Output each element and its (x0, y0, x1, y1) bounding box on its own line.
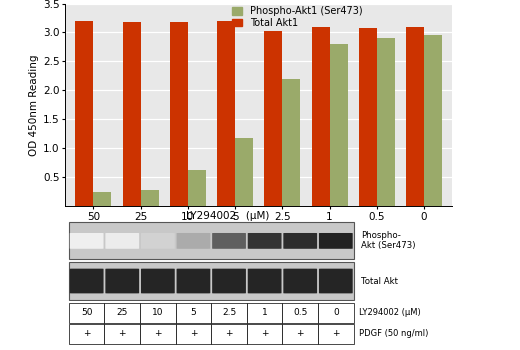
FancyBboxPatch shape (106, 269, 139, 293)
FancyBboxPatch shape (106, 233, 139, 249)
Text: 5: 5 (190, 308, 197, 317)
Text: Phospho-
Akt (Ser473): Phospho- Akt (Ser473) (361, 231, 416, 250)
FancyBboxPatch shape (141, 269, 175, 293)
Bar (140, 190, 159, 206)
FancyBboxPatch shape (247, 324, 282, 344)
FancyBboxPatch shape (177, 233, 210, 249)
Bar (359, 28, 377, 206)
FancyBboxPatch shape (176, 303, 211, 323)
Bar (75, 21, 94, 206)
FancyBboxPatch shape (248, 269, 281, 293)
Bar (264, 31, 282, 206)
FancyBboxPatch shape (283, 269, 317, 293)
FancyBboxPatch shape (212, 269, 246, 293)
Bar (235, 138, 253, 206)
FancyBboxPatch shape (105, 303, 140, 323)
FancyBboxPatch shape (105, 324, 140, 344)
Bar (424, 35, 442, 206)
Text: +: + (83, 329, 90, 338)
Text: +: + (154, 329, 162, 338)
FancyBboxPatch shape (176, 324, 211, 344)
FancyBboxPatch shape (318, 324, 354, 344)
Text: 50: 50 (81, 308, 93, 317)
FancyBboxPatch shape (69, 324, 105, 344)
FancyBboxPatch shape (69, 303, 105, 323)
FancyBboxPatch shape (177, 269, 210, 293)
Bar (94, 192, 111, 206)
Bar (282, 79, 300, 206)
Text: LY294002 (μM): LY294002 (μM) (359, 308, 420, 317)
Bar (123, 22, 140, 206)
FancyBboxPatch shape (211, 324, 247, 344)
FancyBboxPatch shape (283, 233, 317, 249)
Legend: Phospho-Akt1 (Ser473), Total Akt1: Phospho-Akt1 (Ser473), Total Akt1 (232, 6, 362, 28)
FancyBboxPatch shape (211, 303, 247, 323)
FancyBboxPatch shape (318, 303, 354, 323)
FancyBboxPatch shape (70, 233, 103, 249)
FancyBboxPatch shape (140, 324, 176, 344)
FancyBboxPatch shape (282, 324, 318, 344)
Text: 1: 1 (262, 308, 267, 317)
FancyBboxPatch shape (248, 233, 281, 249)
FancyBboxPatch shape (69, 262, 354, 300)
Text: LY294002   (μM): LY294002 (μM) (186, 211, 269, 221)
Bar (188, 170, 206, 206)
Text: 25: 25 (116, 308, 128, 317)
FancyBboxPatch shape (70, 269, 103, 293)
Text: +: + (119, 329, 126, 338)
FancyBboxPatch shape (141, 233, 175, 249)
FancyBboxPatch shape (212, 233, 246, 249)
Text: Total Akt: Total Akt (361, 276, 398, 286)
Text: +: + (296, 329, 304, 338)
Bar (170, 22, 188, 206)
Text: 2.5: 2.5 (222, 308, 236, 317)
Bar (330, 44, 347, 206)
FancyBboxPatch shape (319, 233, 353, 249)
Bar (217, 21, 235, 206)
Text: +: + (332, 329, 340, 338)
Text: 10: 10 (152, 308, 164, 317)
Text: PDGF (50 ng/ml): PDGF (50 ng/ml) (359, 329, 428, 338)
Bar (406, 27, 424, 206)
Y-axis label: OD 450nm Reading: OD 450nm Reading (29, 54, 38, 156)
Text: +: + (225, 329, 233, 338)
Text: +: + (261, 329, 268, 338)
FancyBboxPatch shape (319, 269, 353, 293)
FancyBboxPatch shape (69, 222, 354, 259)
Text: 0: 0 (333, 308, 339, 317)
FancyBboxPatch shape (282, 303, 318, 323)
Bar (377, 38, 395, 206)
Text: +: + (190, 329, 197, 338)
FancyBboxPatch shape (140, 303, 176, 323)
FancyBboxPatch shape (247, 303, 282, 323)
Bar (311, 27, 330, 206)
Text: 0.5: 0.5 (293, 308, 307, 317)
